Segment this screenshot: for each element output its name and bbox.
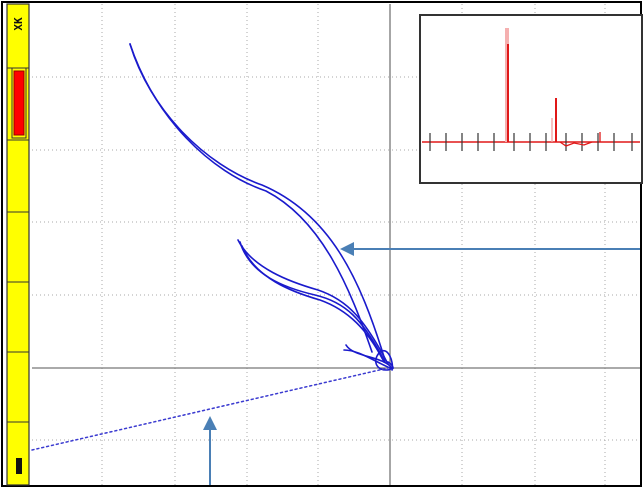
gain-sidebar[interactable]: XK <box>6 3 30 486</box>
trace-knot-b <box>343 349 394 370</box>
trace-dotted-line <box>31 367 389 451</box>
arrow-bottom-head <box>203 416 217 430</box>
sidebar-top-label: XK <box>12 17 25 31</box>
trace-small-loop-c <box>241 245 385 363</box>
inset-ticks <box>429 133 633 151</box>
gain-indicator-bar <box>13 70 25 136</box>
inset-frame <box>419 14 643 184</box>
spectrum-inset <box>419 14 643 184</box>
trace-large-loop-b <box>129 43 373 353</box>
arrow-right-head <box>340 242 354 256</box>
signal-traces <box>31 43 394 451</box>
cursor-marker-icon <box>16 458 22 474</box>
trace-small-loop-b <box>237 239 389 365</box>
spectrum-noise <box>559 141 593 147</box>
inset-spectrum <box>505 28 601 147</box>
axis-lines <box>32 4 640 485</box>
callout-arrows <box>203 242 640 485</box>
minor-grid <box>32 4 640 485</box>
trace-knot-a <box>345 344 394 371</box>
